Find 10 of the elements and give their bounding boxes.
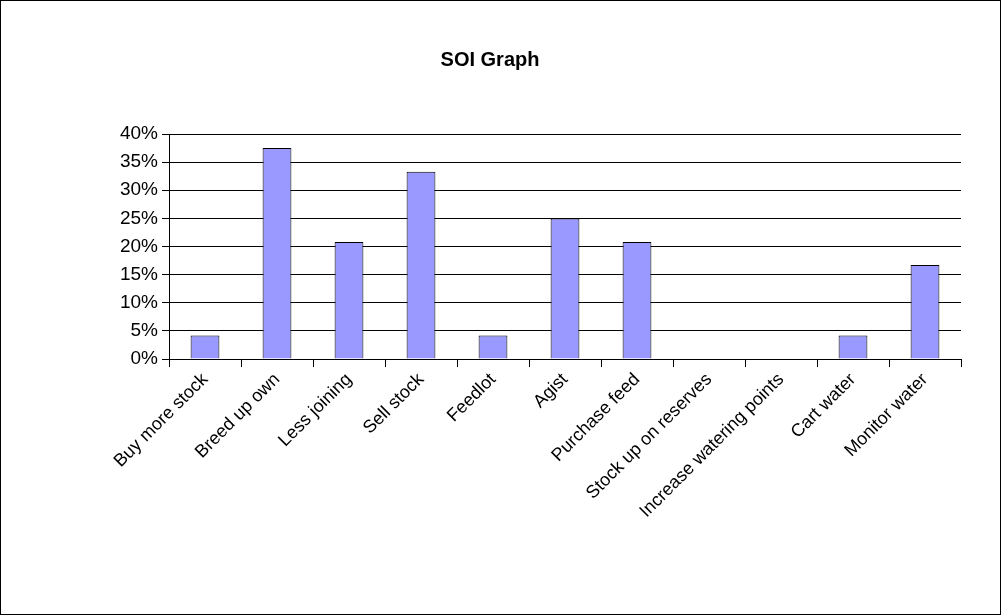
y-tick-label: 0% <box>130 347 159 369</box>
y-tick-label: 40% <box>119 122 159 144</box>
y-tick-label: 20% <box>119 234 159 256</box>
y-tick-label: 15% <box>119 262 159 284</box>
y-tick-label: 25% <box>119 206 159 228</box>
chart-title: SOI Graph <box>440 47 540 70</box>
y-tick-label: 5% <box>130 319 159 341</box>
y-tick-label: 35% <box>119 150 159 172</box>
y-tick-label: 10% <box>119 290 159 312</box>
y-tick-label: 30% <box>119 178 159 200</box>
